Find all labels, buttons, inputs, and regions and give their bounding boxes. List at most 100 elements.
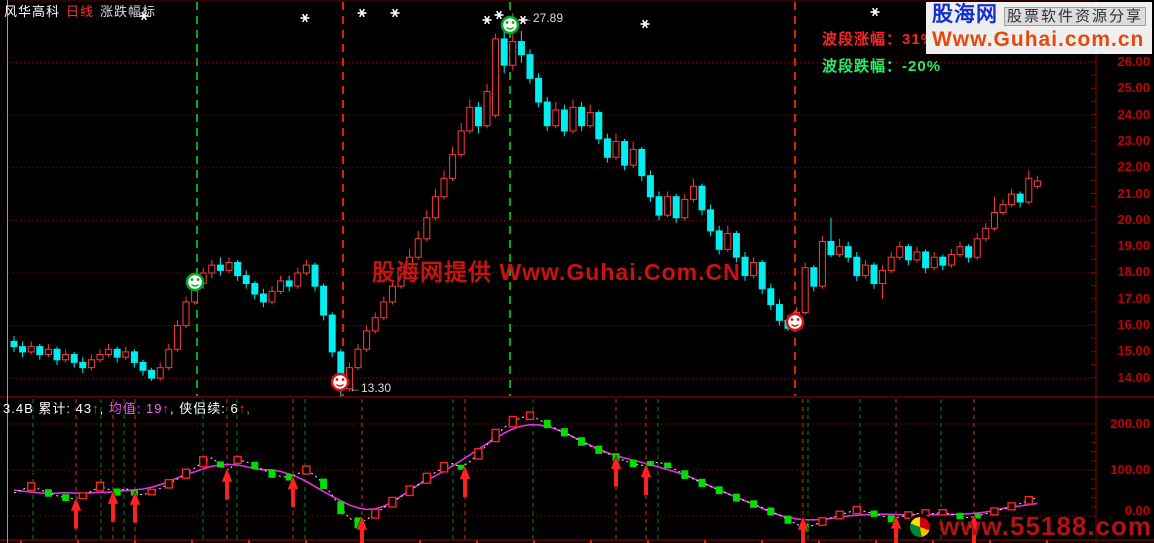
smiley-mouth: [191, 283, 199, 287]
candle-body-up: [1008, 193, 1016, 206]
oscillator-stat-segment: ↑: [162, 401, 170, 416]
candle-body-down: [732, 233, 740, 258]
date-tick: [989, 540, 991, 543]
candle-body-down: [543, 101, 551, 127]
buy-arrow-icon: [968, 513, 980, 543]
osc-marker-down: [457, 464, 465, 470]
bottom-right-url: www.55188.com: [939, 511, 1152, 541]
candle-body-up: [913, 251, 921, 261]
candle-body-down: [500, 38, 508, 66]
candle-body-up: [414, 238, 422, 258]
candle-body-up: [552, 109, 560, 127]
osc-marker-up: [233, 455, 242, 464]
candle-body-down: [767, 288, 775, 306]
osc-marker-down: [560, 428, 568, 437]
band-up-row: 波段涨幅：31%: [822, 26, 941, 53]
band-down-row: 波段跌幅：-20%: [822, 53, 941, 80]
candle-body-up: [1025, 177, 1033, 203]
candle-body-up: [887, 256, 895, 271]
candle-body-down: [965, 246, 973, 258]
candle-body-down: [646, 175, 654, 198]
osc-marker-down: [251, 461, 259, 469]
candle-body-down: [320, 285, 328, 316]
buy-arrow-icon: [221, 467, 233, 501]
smiley-eye: [790, 318, 794, 321]
candle-body-up: [999, 204, 1007, 214]
candle-body-up: [388, 285, 396, 303]
period-label[interactable]: 日线: [66, 4, 95, 19]
date-tick: [419, 540, 421, 543]
date-tick: [704, 540, 706, 543]
candle-body-down: [474, 106, 482, 127]
candle-body-down: [79, 361, 87, 369]
smiley-eye: [796, 318, 800, 321]
date-tick: [533, 540, 535, 543]
oscillator-prefix: 3.4B: [3, 401, 34, 416]
smiley-mouth: [336, 383, 344, 387]
date-tick: [932, 540, 934, 543]
candle-body-down: [595, 112, 603, 140]
candle-body-down: [904, 246, 912, 261]
candle-body-up: [492, 38, 500, 116]
osc-marker-up: [525, 411, 535, 421]
axis-price-label: 17.00: [1117, 290, 1150, 306]
watermark-tagline: 股票软件资源分享: [1003, 7, 1146, 26]
band-up-label: 波段涨幅：: [822, 31, 903, 48]
osc-marker-up: [990, 507, 999, 516]
osc-marker-up: [302, 465, 311, 475]
osc-marker-up: [181, 468, 191, 479]
oscillator-stat-segment: ,: [246, 401, 251, 416]
candle-body-down: [603, 138, 611, 158]
candle-body-down: [560, 109, 568, 132]
star-icon: [496, 10, 502, 20]
osc-marker-up: [852, 505, 861, 515]
osc-slow-line: [13, 423, 1038, 521]
osc-marker-down: [681, 470, 689, 479]
candle-body-down: [655, 196, 663, 216]
green-smiley-icon: [500, 15, 520, 35]
candle-body-down: [285, 280, 293, 287]
oscillator-stat-segment: ↑: [238, 401, 247, 416]
oscillator-stats: 累计: 43↑, 均值: 19↑, 侠侣续: 6↑,: [34, 401, 251, 416]
candle-body-up: [801, 267, 809, 313]
date-tick: [20, 540, 22, 543]
axis-price-label: 19.00: [1117, 238, 1150, 254]
candle-body-down: [10, 340, 18, 348]
star-icon: [392, 8, 398, 18]
green-smiley-icon: [185, 272, 205, 292]
buy-arrow-icon: [129, 490, 141, 524]
candle-body-down: [672, 196, 680, 219]
candle-body-up: [277, 280, 285, 292]
candle-body-up: [363, 330, 371, 350]
smiley-eye: [335, 378, 339, 381]
axis-price-label: 200.00: [1110, 416, 1150, 431]
candle-body-down: [922, 251, 930, 269]
candle-body-up: [165, 348, 173, 369]
candle-body-up: [431, 196, 439, 219]
candle-body-down: [715, 230, 723, 250]
osc-marker-up: [904, 511, 913, 519]
osc-marker-down: [285, 474, 293, 481]
star-icon: [484, 15, 490, 25]
red-smiley-icon: [330, 372, 350, 392]
candle-body-up: [182, 301, 190, 327]
buy-arrow-icon: [640, 462, 652, 496]
candle-body-up: [629, 148, 637, 166]
indicator-name[interactable]: 涨跌幅标: [100, 4, 157, 19]
oscillator-stat-segment: 累计:: [33, 401, 76, 416]
date-tick: [476, 540, 478, 543]
candle-body-up: [509, 41, 517, 66]
smiley-mouth: [791, 323, 799, 327]
smiley-eye: [190, 278, 194, 281]
candle-body-down: [526, 54, 534, 79]
osc-marker-up: [164, 478, 174, 489]
smiley-eye: [196, 278, 200, 281]
candle-body-up: [62, 354, 70, 361]
candle-body-up: [664, 196, 672, 216]
osc-marker-up: [439, 461, 449, 473]
candle-body-up: [440, 177, 448, 198]
osc-marker-down: [784, 515, 792, 524]
candle-body-down: [216, 264, 224, 271]
